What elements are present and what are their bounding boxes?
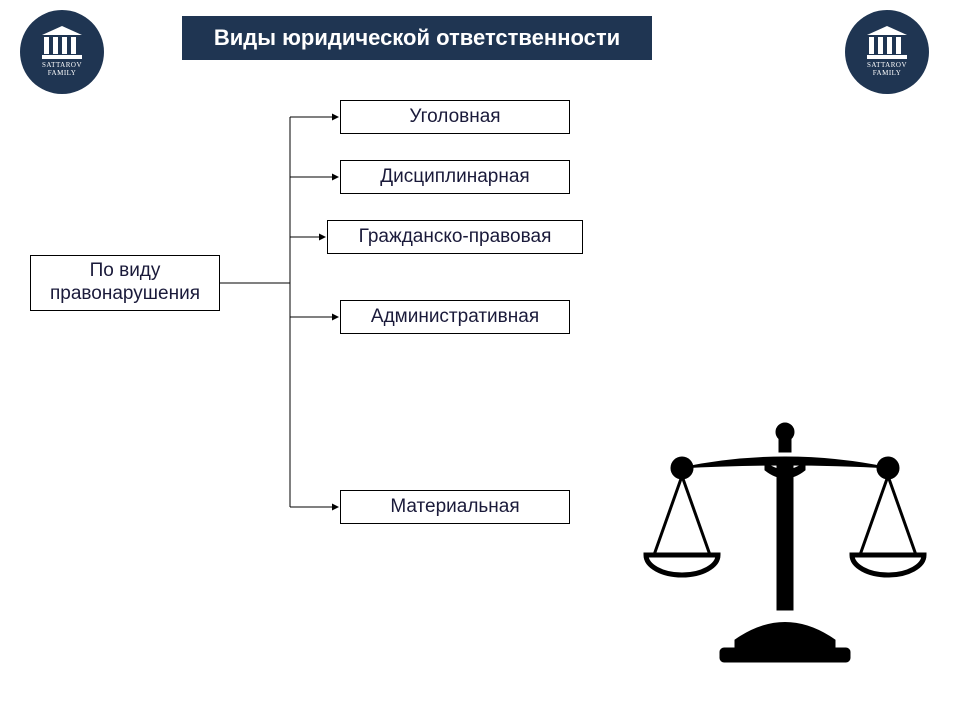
branch-label: Дисциплинарная	[380, 166, 529, 188]
brand-text-line2: FAMILY	[48, 69, 77, 77]
brand-text-line2: FAMILY	[873, 69, 902, 77]
brand-logo-left: SATTAROV FAMILY	[20, 10, 104, 94]
branch-label: Административная	[371, 306, 539, 328]
branch-node: Гражданско-правовая	[327, 220, 583, 254]
branch-node: Уголовная	[340, 100, 570, 134]
branch-label: Гражданско-правовая	[359, 226, 552, 248]
root-node: По виду правонарушения	[30, 255, 220, 311]
branch-node: Дисциплинарная	[340, 160, 570, 194]
building-icon	[865, 26, 909, 60]
building-icon	[40, 26, 84, 60]
branch-label: Материальная	[390, 496, 519, 518]
brand-logo-right: SATTAROV FAMILY	[845, 10, 929, 94]
scales-icon	[640, 410, 930, 670]
root-node-line2: правонарушения	[50, 283, 200, 306]
branch-node: Материальная	[340, 490, 570, 524]
branch-node: Административная	[340, 300, 570, 334]
root-node-line1: По виду	[90, 260, 161, 283]
page-title: Виды юридической ответственности	[182, 16, 652, 60]
branch-label: Уголовная	[409, 106, 500, 128]
